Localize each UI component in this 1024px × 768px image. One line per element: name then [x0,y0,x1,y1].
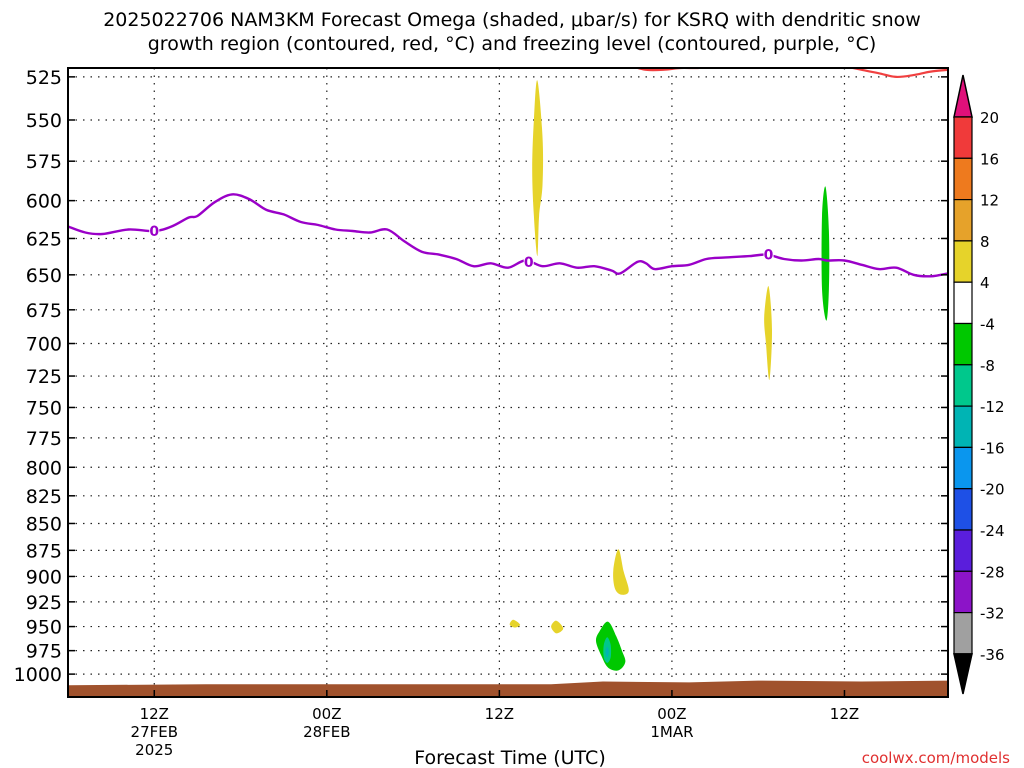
y-tick-label: 800 [26,457,62,479]
x-tick-date-label: 27FEB [131,723,178,741]
colorbar-label: 4 [980,274,990,292]
y-tick-label: 900 [26,566,62,588]
colorbar-label: 20 [980,109,999,127]
colorbar-swatch [953,281,973,325]
y-tick-label: 925 [26,592,62,614]
colorbar-swatch [953,529,973,572]
colorbar-swatch [953,116,973,159]
y-tick-label: 675 [26,300,62,322]
y-tick-label: 850 [26,513,62,535]
colorbar-swatch [953,157,973,201]
colorbar-label: -24 [980,522,1005,540]
y-tick-label: 525 [26,67,62,89]
y-tick-label: 575 [26,151,62,173]
y-tick-label: 775 [26,428,62,450]
y-tick-label: 700 [26,334,62,356]
plot-frame [67,67,949,698]
y-tick-label: 825 [26,486,62,508]
y-tick-label: 625 [26,228,62,250]
omega-shaded-region [613,549,629,595]
colorbar-label: -16 [980,439,1005,457]
axes: 525 550 575 600 625 650 675 700 725 750 775 800 825 8… [14,67,949,759]
dendritic-growth-contour [847,68,948,79]
colorbar-swatch [953,570,973,614]
x-tick-label: 12Z [140,705,169,723]
colorbar-label: -12 [980,398,1005,416]
colorbar-label: -8 [980,357,995,375]
colorbar-swatch [953,405,973,449]
watermark-text: coolwx.com/models [862,749,1010,767]
colorbar-swatch [953,611,973,655]
freezing-level-label: 0 [764,248,774,264]
colorbar-label: -4 [980,316,995,334]
colorbar-label: -28 [980,563,1005,581]
colorbar-label: -32 [980,605,1005,623]
y-tick-label: 1000 [14,664,62,686]
freezing-level-label-bg [763,246,774,263]
chart-title: 2025022706 NAM3KM Forecast Omega (shaded… [0,8,1024,56]
y-tick-label: 950 [26,617,62,639]
plot-area: 0 0 0 [68,68,948,697]
plot-contents: 0 0 0 [68,68,948,697]
x-tick-label: 00Z [312,705,341,723]
x-tick-date-label: 1MAR [650,723,693,741]
freezing-level-label-bg [149,223,160,240]
freezing-level-label: 0 [524,255,534,271]
colorbar-swatch [953,240,973,283]
y-tick-label: 725 [26,366,62,388]
y-tick-label: 875 [26,540,62,562]
y-tick-label: 975 [26,641,62,663]
chart-title-line2: growth region (contoured, red, °C) and f… [147,33,877,55]
x-tick-date-label: 28FEB [303,723,350,741]
colorbar-label: 8 [980,233,990,251]
freezing-level-label-bg [523,253,534,270]
omega-shaded-region [509,619,521,628]
x-tick-label: 00Z [657,705,686,723]
freezing-level-line [68,193,948,278]
colorbar-swatch [953,199,973,242]
freezing-level-label: 0 [149,224,159,240]
x-tick-label: 12Z [485,705,514,723]
y-tick-label: 550 [26,110,62,132]
x-axis-label: Forecast Time (UTC) [414,747,605,768]
colorbar-label: 16 [980,150,999,168]
colorbar-label: 12 [980,192,999,210]
y-tick-label: 600 [26,191,62,213]
terrain-surface [68,680,948,697]
colorbar-label: -36 [980,646,1005,664]
colorbar-swatch [953,322,973,366]
colorbar-swatch [953,488,973,531]
colorbar-top-arrow [953,74,973,118]
colorbar-label: -20 [980,481,1005,499]
colorbar-swatch [953,364,973,407]
omega-shaded-region [551,620,564,634]
x-tick-year-label: 2025 [135,741,173,759]
x-tick-label: 12Z [830,705,859,723]
chart-title-line1: 2025022706 NAM3KM Forecast Omega (shaded… [103,9,921,31]
omega-shaded-region [764,286,773,381]
colorbar-swatch [953,446,973,490]
omega-shaded-region [821,186,830,321]
omega-shaded-region [605,646,609,658]
y-tick-label: 650 [26,265,62,287]
colorbar: 20 16 12 8 4 -4 -8 -12 -16 -20 -24 -28 -32 -36 [953,74,1005,695]
y-tick-label: 750 [26,397,62,419]
colorbar-bottom-arrow [953,653,973,695]
omega-shaded-region [532,80,544,257]
